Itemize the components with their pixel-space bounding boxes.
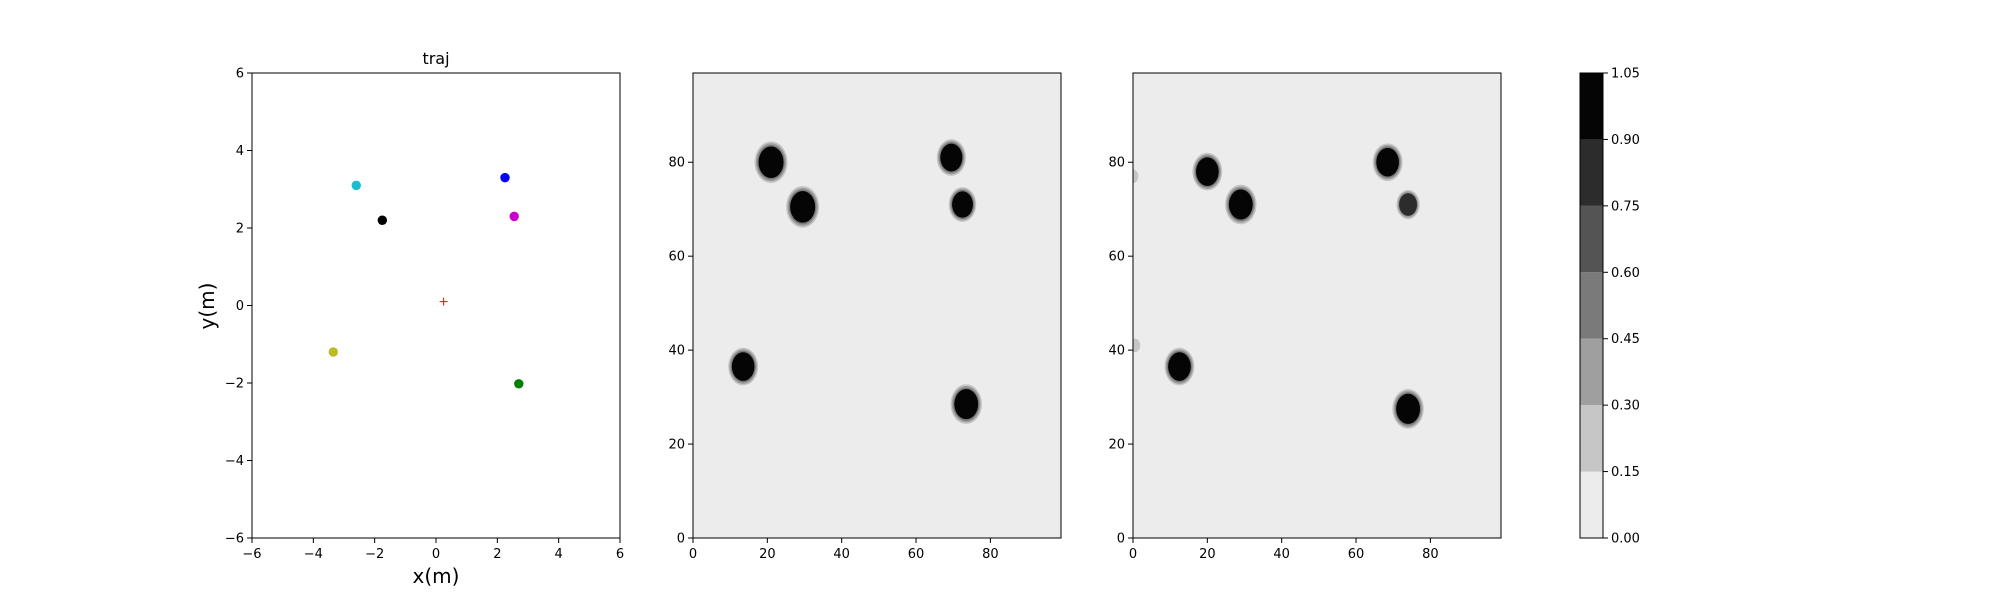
colorbar-band <box>1580 139 1603 206</box>
scatter-point-plus <box>439 297 448 306</box>
traj-x-tick-label: 6 <box>616 547 624 562</box>
map2-heatmap-panel: 0 20 40 60 80 0 20 40 60 80 <box>1108 72 1502 562</box>
colorbar-tick-label: 0.90 <box>1611 133 1640 148</box>
traj-x-tick-label: 2 <box>493 547 501 562</box>
traj-x-tick-label: −4 <box>304 547 323 562</box>
colorbar-band <box>1580 471 1603 538</box>
map1-blob <box>753 139 790 185</box>
map1-plot-frame <box>692 72 1062 539</box>
map2-axis-ticks: 0 20 40 60 80 0 20 40 60 80 <box>1108 156 1438 562</box>
traj-y-tick-label: 2 <box>236 222 244 237</box>
map2-blobs <box>1133 73 1501 538</box>
colorbar-band <box>1580 272 1603 339</box>
map1-blob <box>726 346 760 388</box>
scatter-point <box>500 172 510 183</box>
map2-plot-frame <box>1132 72 1502 539</box>
map1-y-tick-label: 0 <box>677 532 685 547</box>
colorbar-band <box>1580 405 1603 472</box>
map2-x-tick-label: 0 <box>1129 547 1137 562</box>
traj-title: traj <box>422 49 449 68</box>
map2-y-tick-label: 80 <box>1108 156 1125 171</box>
traj-y-tick-label: 6 <box>236 67 244 82</box>
map1-y-tick-label: 60 <box>668 250 685 265</box>
map2-x-tick-label: 60 <box>1348 547 1365 562</box>
traj-plot-frame <box>251 72 621 539</box>
map1-x-tick-label: 40 <box>833 547 850 562</box>
map1-blob <box>947 185 978 224</box>
map2-blob <box>1371 141 1404 183</box>
traj-x-tick-label: 4 <box>555 547 563 562</box>
colorbar-tick-label: 0.00 <box>1611 532 1640 547</box>
map2-background <box>1133 73 1501 538</box>
traj-y-tick-label: 0 <box>236 299 244 314</box>
map1-heatmap-panel: 0 20 40 60 80 0 20 40 60 80 <box>668 72 1062 562</box>
traj-x-tick-label: −6 <box>242 547 261 562</box>
traj-axis-ticks: −6 −4 −2 0 2 4 6 −6 −4 −2 0 2 4 6 <box>225 67 624 563</box>
map1-x-tick-label: 20 <box>759 547 776 562</box>
map1-blob <box>949 382 984 426</box>
traj-points <box>328 172 524 389</box>
map2-blob <box>1163 346 1196 388</box>
traj-y-tick-label: −4 <box>225 454 244 469</box>
map2-x-tick-label: 40 <box>1273 547 1290 562</box>
traj-scatter-panel: traj −6 −4 −2 0 2 4 6 −6 −4 −2 0 2 4 6 x(m) y(m) <box>195 49 624 588</box>
map1-y-tick-label: 80 <box>668 156 685 171</box>
map2-blob <box>1395 188 1421 221</box>
colorbar-band <box>1580 205 1603 273</box>
colorbar-ticks: 0.00 0.15 0.30 0.45 0.60 0.75 0.90 1.05 <box>1603 67 1640 547</box>
map1-blobs <box>693 73 1061 538</box>
map1-y-tick-label: 20 <box>668 438 685 453</box>
colorbar-band <box>1580 73 1603 140</box>
map2-blob <box>1191 151 1224 193</box>
map1-blob <box>935 137 968 178</box>
map1-x-tick-label: 0 <box>689 547 697 562</box>
map1-y-tick-label: 40 <box>668 344 685 359</box>
scatter-point <box>509 211 519 222</box>
colorbar-tick-label: 0.45 <box>1611 332 1640 347</box>
colorbar-tick-label: 0.15 <box>1611 465 1640 480</box>
map2-x-tick-label: 80 <box>1422 547 1439 562</box>
map2-y-tick-label: 40 <box>1108 344 1125 359</box>
traj-y-tick-label: −6 <box>225 532 244 547</box>
map1-x-tick-label: 60 <box>908 547 925 562</box>
map1-x-tick-label: 80 <box>982 547 999 562</box>
map2-y-tick-label: 0 <box>1117 532 1125 547</box>
map2-x-tick-label: 20 <box>1199 547 1216 562</box>
scatter-point <box>377 215 388 225</box>
scatter-point <box>351 180 361 191</box>
colorbar-frame <box>1579 72 1604 539</box>
traj-y-tick-label: 4 <box>236 144 244 159</box>
map1-blob <box>784 184 821 230</box>
colorbar-bands <box>1580 73 1603 538</box>
map2-blob <box>1133 166 1141 187</box>
map2-y-tick-label: 60 <box>1108 250 1125 265</box>
colorbar-band <box>1580 338 1603 406</box>
map2-y-tick-label: 20 <box>1108 438 1125 453</box>
colorbar-tick-label: 0.75 <box>1611 199 1640 214</box>
map2-blob <box>1223 182 1258 227</box>
colorbar-tick-label: 0.60 <box>1611 266 1640 281</box>
colorbar-tick-label: 0.30 <box>1611 399 1640 414</box>
map1-background <box>693 73 1061 538</box>
map2-blob <box>1133 335 1143 356</box>
map1-axis-ticks: 0 20 40 60 80 0 20 40 60 80 <box>668 156 998 562</box>
scatter-point <box>514 379 524 389</box>
traj-x-axis-label: x(m) <box>413 564 460 588</box>
map2-blob <box>1390 387 1426 431</box>
colorbar-tick-label: 1.05 <box>1611 67 1640 82</box>
colorbar: 0.00 0.15 0.30 0.45 0.60 0.75 0.90 1.05 <box>1579 67 1640 547</box>
traj-x-tick-label: 0 <box>432 547 440 562</box>
traj-y-tick-label: −2 <box>225 377 244 392</box>
scatter-point <box>328 347 338 357</box>
traj-y-axis-label: y(m) <box>195 283 219 330</box>
traj-x-tick-label: −2 <box>365 547 384 562</box>
